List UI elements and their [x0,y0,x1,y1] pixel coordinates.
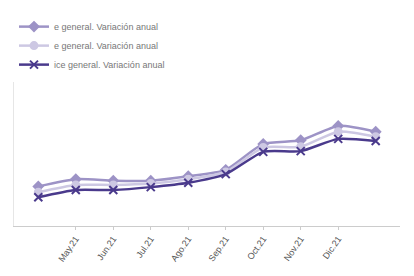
svg-text:Nov.21: Nov.21 [282,234,306,263]
svg-text:Sep.21: Sep.21 [207,234,232,263]
svg-text:ice general. Variación anual: ice general. Variación anual [54,60,164,70]
svg-text:e general. Variación anual: e general. Variación anual [54,41,158,51]
svg-text:Oct.21: Oct.21 [245,234,268,261]
svg-text:May.21: May.21 [56,234,81,263]
svg-text:Dic.21: Dic.21 [321,234,344,261]
svg-text:Jul.21: Jul.21 [134,234,156,259]
svg-text:Jun.21: Jun.21 [95,234,119,262]
svg-text:Ago.21: Ago.21 [169,234,194,263]
svg-text:e general. Variación anual: e general. Variación anual [54,22,158,32]
